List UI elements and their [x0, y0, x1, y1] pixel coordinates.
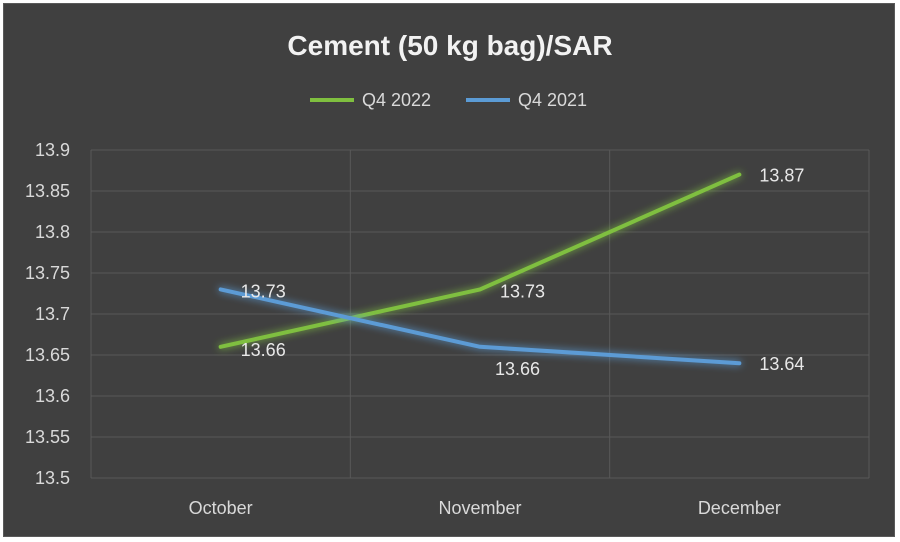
legend-label: Q4 2021 [518, 90, 587, 110]
legend: Q4 2022 Q4 2021 [310, 90, 587, 110]
series-lines [218, 172, 742, 366]
data-label: 13.73 [500, 281, 545, 301]
x-tick-label: October [189, 498, 253, 518]
data-label: 13.87 [759, 166, 804, 186]
y-tick-label: 13.75 [25, 263, 70, 283]
series-line-q4-2021 [218, 287, 742, 366]
gridlines [90, 149, 870, 479]
x-tick-label: November [438, 498, 521, 518]
y-tick-label: 13.8 [35, 222, 70, 242]
y-tick-label: 13.7 [35, 304, 70, 324]
data-label: 13.66 [241, 340, 286, 360]
chart-title: Cement (50 kg bag)/SAR [287, 30, 612, 61]
data-label: 13.64 [759, 354, 804, 374]
data-labels: 13.66 13.73 13.87 13.73 13.66 13.64 [241, 166, 805, 379]
y-tick-label: 13.65 [25, 345, 70, 365]
x-tick-label: December [698, 498, 781, 518]
series-line-q4-2022 [218, 172, 742, 349]
y-tick-label: 13.6 [35, 386, 70, 406]
data-label: 13.73 [241, 281, 286, 301]
y-tick-label: 13.85 [25, 181, 70, 201]
x-axis: October November December [189, 498, 781, 518]
data-label: 13.66 [495, 359, 540, 379]
y-axis: 13.5 13.55 13.6 13.65 13.7 13.75 13.8 13.85 13.9 [25, 140, 70, 488]
legend-label: Q4 2022 [362, 90, 431, 110]
y-tick-label: 13.5 [35, 468, 70, 488]
chart-frame [3, 3, 895, 537]
y-tick-label: 13.55 [25, 427, 70, 447]
y-tick-label: 13.9 [35, 140, 70, 160]
